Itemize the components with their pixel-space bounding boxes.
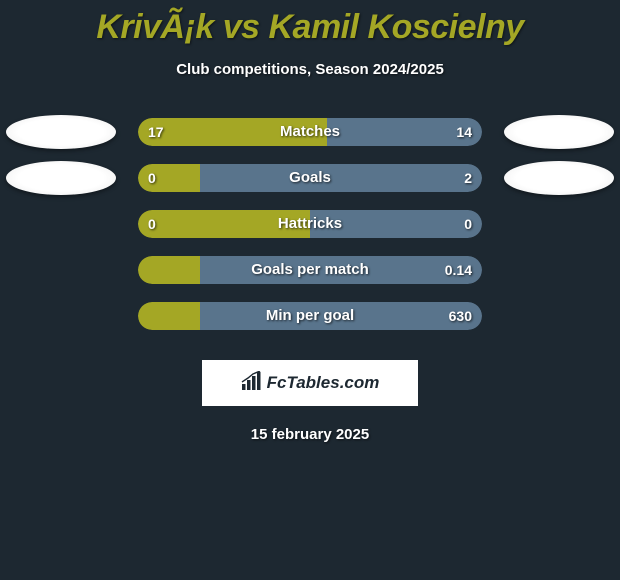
stat-value-left: 17	[148, 118, 164, 146]
player-avatar-left	[6, 115, 116, 149]
bar-track	[138, 164, 482, 192]
bar-left	[138, 118, 327, 146]
bar-track	[138, 256, 482, 284]
bar-track	[138, 210, 482, 238]
bar-right	[310, 210, 482, 238]
stat-value-right: 630	[449, 302, 472, 330]
stat-value-left: 0	[148, 164, 156, 192]
date-label: 15 february 2025	[0, 426, 620, 443]
stat-value-right: 2	[464, 164, 472, 192]
player-avatar-right	[504, 115, 614, 149]
bar-right	[200, 302, 482, 330]
page-title: KrivÃ¡k vs Kamil Koscielny	[0, 0, 620, 47]
player-avatar-left	[6, 161, 116, 195]
player-avatar-right	[504, 161, 614, 195]
stat-row: Goals02	[0, 164, 620, 210]
stat-row: Min per goal630	[0, 302, 620, 348]
comparison-chart: Matches1714Goals02Hattricks00Goals per m…	[0, 118, 620, 348]
bar-left	[138, 302, 200, 330]
stat-row: Goals per match0.14	[0, 256, 620, 302]
subtitle: Club competitions, Season 2024/2025	[0, 61, 620, 78]
bar-track	[138, 302, 482, 330]
bar-right	[200, 256, 482, 284]
stat-value-right: 14	[456, 118, 472, 146]
bar-track	[138, 118, 482, 146]
chart-icon	[241, 371, 263, 396]
watermark-link[interactable]: FcTables.com	[202, 360, 418, 406]
bar-left	[138, 256, 200, 284]
bar-left	[138, 210, 310, 238]
bar-right	[200, 164, 482, 192]
stat-value-right: 0.14	[445, 256, 472, 284]
stat-value-right: 0	[464, 210, 472, 238]
watermark-text: FcTables.com	[267, 373, 380, 393]
stat-row: Matches1714	[0, 118, 620, 164]
stat-row: Hattricks00	[0, 210, 620, 256]
stat-value-left: 0	[148, 210, 156, 238]
